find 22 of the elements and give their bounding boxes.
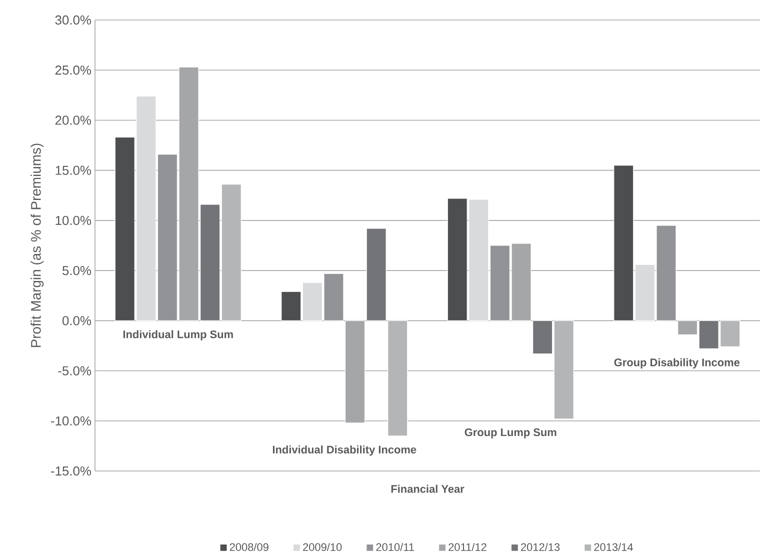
legend-label: 2012/13: [521, 542, 560, 551]
legend-label: 2011/12: [448, 542, 486, 551]
legend-label: 2008/09: [230, 542, 268, 551]
y-tick-label: 0.0%: [62, 316, 92, 326]
y-tick-label: 15.0%: [56, 166, 92, 175]
legend-label: 2013/14: [594, 542, 633, 551]
x-tick-label: Individual Lump Sum: [123, 330, 233, 340]
x-tick-label: Group Disability Income: [614, 358, 740, 368]
y-tick-label: 5.0%: [62, 266, 92, 276]
y-tick-label: 10.0%: [56, 216, 92, 226]
y-tick-label: 20.0%: [55, 116, 92, 125]
y-tick-label: 30.0%: [55, 15, 92, 25]
y-tick-label: 25.0%: [55, 66, 92, 75]
y-tick-label: -15.0%: [51, 466, 92, 476]
x-tick-label: Individual Disability Income: [272, 445, 416, 456]
y-tick-label: -10.0%: [51, 416, 92, 426]
y-axis-title: Profit Margin (as % of Premiums): [30, 144, 44, 348]
x-tick-label: Group Lump Sum: [464, 428, 556, 438]
x-axis-title: Financial Year: [391, 484, 464, 493]
legend-label: 2009/10: [303, 542, 342, 551]
y-tick-label: -5.0%: [58, 366, 92, 376]
legend-label: 2010/11: [376, 542, 414, 551]
